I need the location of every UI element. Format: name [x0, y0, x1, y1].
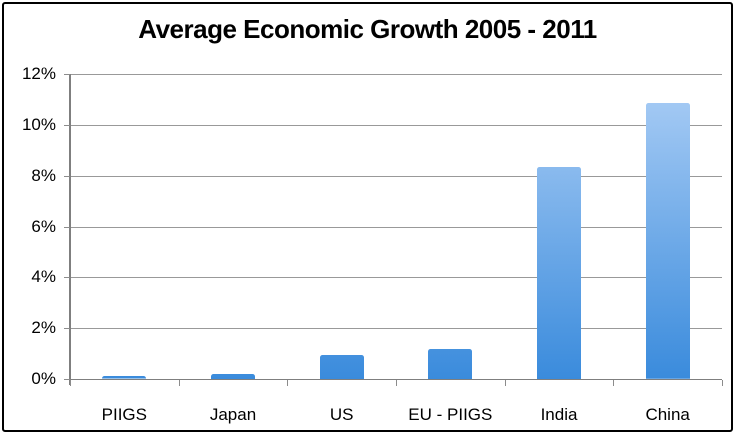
x-axis-label-india: India	[540, 405, 578, 424]
y-axis-tick	[64, 226, 70, 228]
x-axis-label-us: US	[329, 405, 354, 424]
x-axis-tick	[722, 380, 723, 386]
gridline	[70, 328, 722, 330]
x-axis-tick	[70, 380, 71, 386]
y-axis-tick-label: 2%	[31, 318, 56, 338]
x-axis-label-japan: Japan	[209, 405, 257, 424]
y-axis-tick-label: 6%	[31, 216, 56, 236]
bar-eu-piigs	[428, 348, 473, 379]
y-axis-tick	[64, 74, 70, 75]
plot-area	[70, 74, 722, 379]
bar-piigs	[102, 376, 147, 379]
chart-card-border	[2, 2, 733, 432]
bar-us	[319, 354, 364, 379]
y-axis-tick-label: 12%	[21, 64, 56, 83]
y-axis-tick-label: 4%	[31, 267, 56, 287]
x-axis-tick	[504, 380, 506, 386]
y-axis-tick-label: 0%	[31, 369, 56, 388]
y-axis-tick-label: 10%	[21, 114, 56, 134]
x-axis-tick	[287, 380, 289, 386]
x-axis-tick	[178, 380, 180, 386]
y-axis-tick	[64, 328, 70, 330]
y-axis-line	[69, 74, 71, 385]
x-axis-label-china: China	[645, 405, 690, 424]
gridline	[70, 124, 722, 126]
y-axis-tick	[64, 277, 70, 279]
y-axis-tick	[64, 175, 70, 177]
gridline	[70, 175, 722, 177]
bar-china	[645, 103, 690, 379]
x-axis-line	[70, 378, 722, 380]
bar-japan	[211, 373, 255, 379]
chart-title: Average Economic Growth 2005 - 2011	[138, 14, 597, 44]
y-axis-tick	[64, 379, 70, 380]
gridline	[70, 277, 722, 279]
x-axis-tick	[613, 380, 615, 386]
x-axis-label-eu-piigs: EU - PIIGS	[408, 405, 493, 424]
y-axis-tick	[64, 124, 70, 126]
gridline	[70, 226, 722, 228]
gridline	[70, 74, 722, 75]
x-axis-tick	[396, 380, 397, 386]
bar-india	[537, 166, 581, 379]
y-axis-tick-label: 8%	[31, 165, 56, 185]
x-axis-label-piigs: PIIGS	[101, 405, 147, 424]
